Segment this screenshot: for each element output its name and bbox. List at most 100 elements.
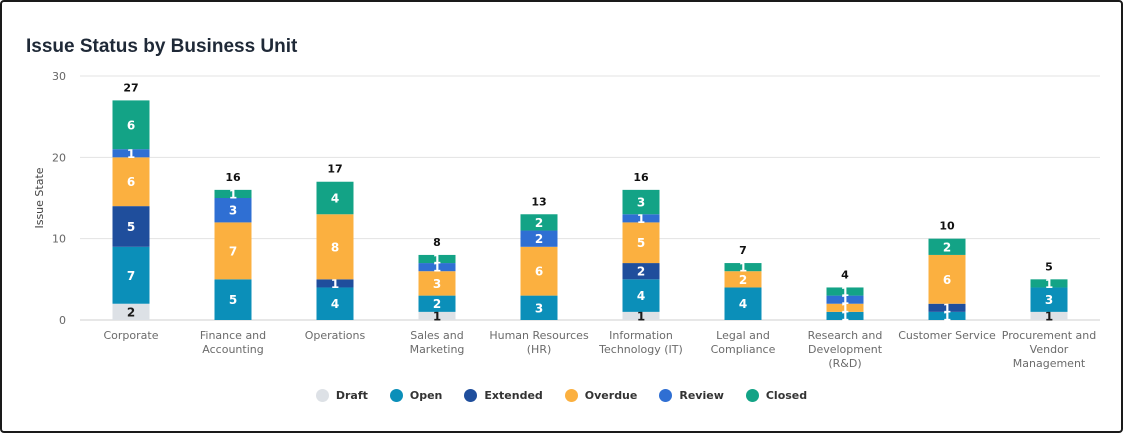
bar-segment-review[interactable]	[622, 214, 660, 223]
x-tick-label: Human Resources (HR)	[489, 329, 589, 356]
bar-value-label: 3	[229, 204, 237, 218]
bar-value-label: 1	[943, 301, 951, 315]
bar-segment-extended[interactable]	[112, 206, 150, 247]
bar-total-label: 5	[1045, 260, 1053, 273]
legend-item-closed[interactable]: Closed	[745, 389, 808, 402]
bar-segment-overdue[interactable]	[520, 246, 558, 296]
bar-segment-review[interactable]	[112, 149, 150, 158]
bar-segment-draft[interactable]	[622, 311, 660, 320]
bar-value-label: 5	[229, 293, 237, 307]
legend-swatch	[464, 389, 478, 402]
bar-segment-open[interactable]	[112, 246, 150, 304]
bar-value-label: 5	[637, 236, 645, 250]
bar-segment-open[interactable]	[622, 279, 660, 312]
bar-segment-open[interactable]	[1030, 287, 1068, 312]
y-axis-label: Issue State	[33, 167, 46, 228]
bar-value-label: 1	[739, 261, 747, 275]
bar-value-label: 1	[841, 309, 849, 323]
y-tick-label: 20	[52, 151, 66, 164]
bar-total-label: 16	[225, 171, 241, 184]
bar-total-label: 27	[123, 81, 138, 94]
bar-segment-closed[interactable]	[112, 100, 150, 150]
bar-value-label: 1	[433, 261, 441, 275]
legend-swatch	[745, 389, 759, 402]
bar-segment-open[interactable]	[214, 279, 252, 320]
bar-value-label: 1	[841, 293, 849, 307]
bar-value-label: 1	[1045, 309, 1053, 323]
bar-segment-closed[interactable]	[622, 189, 660, 215]
bar-segment-review[interactable]	[520, 230, 558, 247]
bar-segment-overdue[interactable]	[112, 157, 150, 207]
bar-segment-draft[interactable]	[1030, 311, 1068, 320]
bar-value-label: 6	[127, 175, 135, 189]
bar-total-label: 13	[531, 195, 546, 208]
x-tick-label: Finance and Accounting	[200, 329, 266, 356]
y-axis: 0 10 20 30	[52, 70, 66, 327]
legend-item-overdue[interactable]: Overdue	[564, 389, 638, 402]
bar-segment-review[interactable]	[418, 263, 456, 272]
bar-value-label: 6	[943, 273, 951, 287]
bar-segment-overdue[interactable]	[724, 271, 762, 288]
bar-segment-draft[interactable]	[112, 303, 150, 320]
bar-segment-draft[interactable]	[418, 311, 456, 320]
bar-value-label: 1	[229, 187, 237, 201]
bar-segment-review[interactable]	[214, 198, 252, 223]
bar-segment-overdue[interactable]	[214, 222, 252, 280]
bar-segment-closed[interactable]	[928, 238, 966, 255]
legend-swatch	[389, 389, 403, 402]
chart-title: Issue Status by Business Unit	[26, 36, 298, 57]
bar-segment-review[interactable]	[826, 295, 864, 304]
legend-item-open[interactable]: Open	[389, 389, 442, 402]
legend-swatch	[659, 389, 673, 402]
bar-segment-extended[interactable]	[316, 279, 354, 288]
bar-value-label: 2	[433, 297, 441, 311]
bar-value-label: 2	[535, 216, 543, 230]
bar-segment-closed[interactable]	[214, 189, 252, 198]
legend-item-extended[interactable]: Extended	[464, 389, 543, 402]
bar-segment-closed[interactable]	[316, 181, 354, 215]
bar-value-label: 6	[127, 118, 135, 132]
legend-item-draft[interactable]: Draft	[315, 389, 368, 402]
bar-segment-extended[interactable]	[928, 303, 966, 312]
bar-segment-overdue[interactable]	[622, 222, 660, 264]
bar-segment-open[interactable]	[520, 295, 558, 320]
legend-label: Review	[679, 389, 724, 402]
bar-segment-closed[interactable]	[724, 263, 762, 272]
bar-value-label: 2	[943, 240, 951, 254]
bar-segment-closed[interactable]	[1030, 279, 1068, 288]
bar-value-label: 1	[637, 309, 645, 323]
bars: 2756162757311641841712311836221314251316…	[112, 81, 1068, 323]
bar-segment-open[interactable]	[826, 311, 864, 320]
bar-value-label: 1	[1045, 277, 1053, 291]
legend-label: Overdue	[584, 389, 638, 402]
x-tick-label: Corporate	[104, 329, 159, 342]
bar-value-label: 7	[229, 244, 237, 258]
bar-value-label: 1	[433, 253, 441, 267]
bar-segment-overdue[interactable]	[826, 303, 864, 312]
legend-label: Extended	[484, 389, 543, 402]
bar-value-label: 5	[127, 220, 135, 234]
bar-value-label: 1	[433, 309, 441, 323]
legend-swatch	[315, 389, 329, 402]
bar-segment-extended[interactable]	[622, 263, 660, 280]
bar-segment-open[interactable]	[928, 311, 966, 320]
x-axis: Corporate Finance and Accounting Operations…	[104, 329, 1097, 370]
bar-value-label: 1	[943, 309, 951, 323]
x-tick-label: Sales and Marketing	[410, 329, 465, 356]
bar-segment-closed[interactable]	[520, 214, 558, 231]
bar-value-label: 3	[535, 301, 543, 315]
bar-segment-overdue[interactable]	[928, 254, 966, 304]
bar-value-label: 2	[637, 265, 645, 279]
bar-segment-open[interactable]	[724, 287, 762, 320]
bar-value-label: 2	[127, 305, 135, 319]
y-tick-label: 30	[52, 70, 66, 83]
legend-label: Closed	[765, 389, 808, 402]
bar-segment-overdue[interactable]	[316, 214, 354, 280]
bar-value-label: 3	[637, 196, 645, 210]
bar-segment-open[interactable]	[316, 287, 354, 320]
bar-segment-open[interactable]	[418, 295, 456, 312]
bar-segment-closed[interactable]	[418, 254, 456, 264]
legend-item-review[interactable]: Review	[659, 389, 724, 402]
bar-segment-closed[interactable]	[826, 287, 864, 296]
bar-segment-overdue[interactable]	[418, 271, 456, 296]
